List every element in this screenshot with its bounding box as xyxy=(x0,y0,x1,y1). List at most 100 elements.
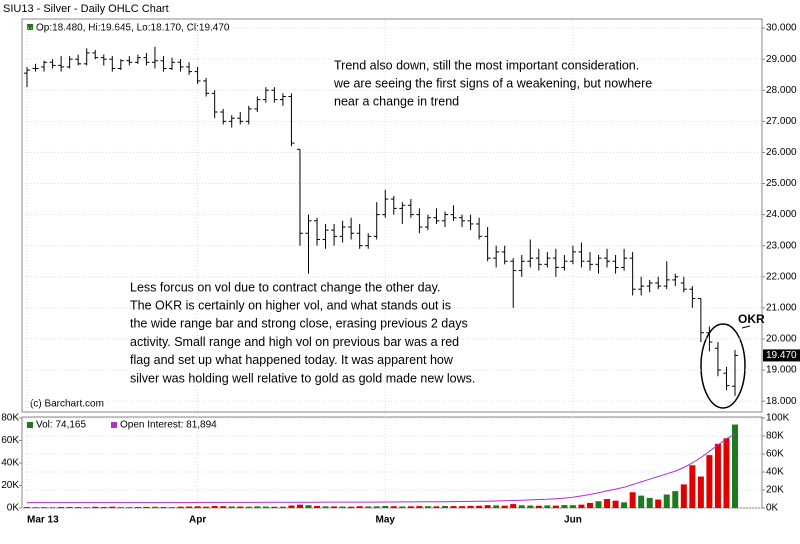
volume-bar xyxy=(604,499,611,508)
volume-bar xyxy=(467,505,474,508)
last-price-box xyxy=(763,349,800,362)
volume-bar xyxy=(535,505,542,508)
volume-bar xyxy=(672,491,679,508)
volume-bar xyxy=(629,492,636,508)
volume-bar xyxy=(109,506,116,508)
volume-bar xyxy=(544,505,551,508)
volume-bar xyxy=(382,505,389,508)
volume-bar xyxy=(245,506,252,508)
volume-bar xyxy=(552,505,559,508)
volume-bar xyxy=(151,506,158,508)
volume-bar xyxy=(237,506,244,508)
volume-bar xyxy=(638,495,645,508)
volume-bar xyxy=(450,506,457,508)
volume-bar xyxy=(407,506,414,508)
volume-bar xyxy=(646,497,653,508)
volume-bar xyxy=(518,505,525,508)
volume-bar xyxy=(160,506,167,508)
volume-bar xyxy=(612,500,619,508)
legend-swatch xyxy=(27,422,33,428)
volume-bar xyxy=(569,505,576,508)
highlight-ellipse xyxy=(700,323,746,409)
x-tick-label: Apr xyxy=(189,515,206,526)
volume-bar xyxy=(424,506,431,508)
price-panel xyxy=(21,18,763,413)
volume-bar xyxy=(348,506,355,508)
volume-bar xyxy=(92,506,99,508)
volume-bar xyxy=(697,476,704,508)
volume-bar xyxy=(680,484,687,508)
volume-bar xyxy=(510,504,517,508)
volume-bar xyxy=(262,506,269,508)
volume-bar xyxy=(706,455,713,508)
oi-tick-label: 0K xyxy=(766,503,779,514)
annotation: flag and set up what happened today. It … xyxy=(130,353,454,367)
y-tick-label: 29.000 xyxy=(766,54,797,65)
volume-bar xyxy=(279,506,286,508)
annotation: the wide range bar and strong close, era… xyxy=(130,317,468,331)
annotation: Trend also down, still the most importan… xyxy=(334,58,639,72)
volume-bar xyxy=(621,502,628,508)
ohlc-info: Op:18.480, Hi:19.645, Lo:18.170, Cl:19.4… xyxy=(36,23,230,34)
legend-label: Open Interest: 81,894 xyxy=(120,420,217,431)
x-tick-label: May xyxy=(376,515,396,526)
volume-bar xyxy=(595,501,602,508)
volume-bar xyxy=(459,506,466,508)
legend-label: Vol: 74,165 xyxy=(36,420,86,431)
annotation: The OKR is certainly on higher vol, and … xyxy=(130,298,451,312)
volume-bar xyxy=(732,424,738,508)
annotation: Less forcus on vol due to contract chang… xyxy=(130,280,440,294)
legend-swatch xyxy=(111,422,117,428)
volume-bar xyxy=(228,506,235,508)
volume-bar xyxy=(296,504,303,508)
volume-bar xyxy=(441,505,448,508)
volume-bar xyxy=(365,506,372,508)
volume-bar xyxy=(254,506,261,508)
y-tick-label: 30.000 xyxy=(766,23,797,34)
volume-bar xyxy=(331,506,338,508)
volume-bar xyxy=(723,438,730,508)
volume-bar xyxy=(194,506,201,508)
volume-bar xyxy=(433,506,440,508)
volume-tick-label: 80K xyxy=(1,413,19,424)
y-tick-label: 27.000 xyxy=(766,116,797,127)
volume-bar xyxy=(689,465,696,508)
volume-bar xyxy=(32,507,39,508)
annotation: silver was holding well relative to gold… xyxy=(130,371,475,385)
y-tick-label: 26.000 xyxy=(766,147,797,158)
volume-bar xyxy=(186,506,193,508)
volume-bar xyxy=(314,505,321,508)
volume-bar xyxy=(41,507,48,508)
open-interest-line xyxy=(27,433,736,504)
volume-tick-label: 40K xyxy=(1,458,19,469)
volume-bar xyxy=(177,506,184,508)
volume-bar xyxy=(527,505,534,508)
chart-title: SIU13 - Silver - Daily OHLC Chart xyxy=(3,3,169,15)
y-tick-label: 18.000 xyxy=(766,396,797,407)
volume-bar xyxy=(356,506,363,508)
y-tick-label: 22.000 xyxy=(766,271,797,282)
oi-tick-label: 20K xyxy=(766,485,784,496)
annotation: we are seeing the first signs of a weake… xyxy=(333,76,652,90)
info-swatch xyxy=(27,24,33,30)
y-tick-label: 24.000 xyxy=(766,209,797,220)
volume-bar xyxy=(305,505,312,508)
volume-panel xyxy=(21,416,763,509)
volume-bar xyxy=(117,507,124,508)
volume-bar xyxy=(322,506,329,508)
y-tick-label: 23.000 xyxy=(766,240,797,251)
volume-bar xyxy=(663,494,670,508)
volume-bar xyxy=(390,506,397,508)
y-tick-label: 19.000 xyxy=(766,365,797,376)
volume-bar xyxy=(501,505,508,508)
y-tick-label: 28.000 xyxy=(766,85,797,96)
volume-bar xyxy=(339,506,346,508)
annotation: activity. Small range and high vol on pr… xyxy=(130,335,459,349)
copyright: (c) Barchart.com xyxy=(30,399,104,410)
y-tick-label: 20.000 xyxy=(766,334,797,345)
volume-bar xyxy=(24,506,30,508)
volume-bar xyxy=(134,506,141,508)
volume-bar xyxy=(126,507,133,508)
volume-bar xyxy=(211,505,218,508)
